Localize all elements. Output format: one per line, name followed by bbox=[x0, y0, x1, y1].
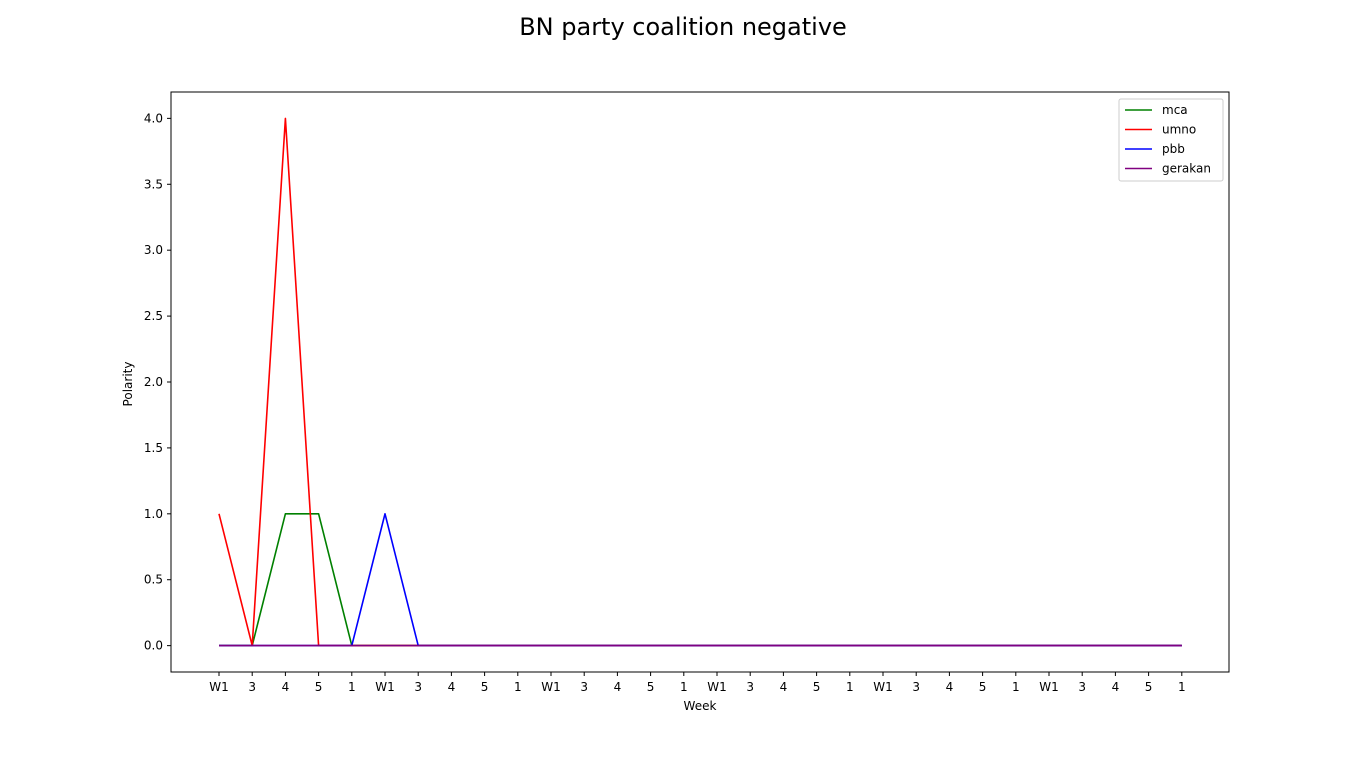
x-tick-label: W1 bbox=[375, 680, 395, 694]
legend-label-pbb: pbb bbox=[1162, 142, 1185, 156]
x-tick-label: 1 bbox=[514, 680, 522, 694]
y-tick-label: 4.0 bbox=[144, 111, 163, 125]
y-tick-label: 0.0 bbox=[144, 639, 163, 653]
y-tick-label: 2.0 bbox=[144, 375, 163, 389]
x-tick-label: 4 bbox=[282, 680, 290, 694]
x-tick-label: 3 bbox=[746, 680, 754, 694]
x-tick-label: 4 bbox=[946, 680, 954, 694]
legend-label-mca: mca bbox=[1162, 103, 1188, 117]
x-tick-label: 4 bbox=[1112, 680, 1120, 694]
series-line-umno bbox=[218, 117, 1182, 647]
y-tick-label: 3.0 bbox=[144, 243, 163, 257]
y-axis-label: Polarity bbox=[121, 362, 135, 407]
plot-frame bbox=[170, 91, 1230, 673]
legend-label-gerakan: gerakan bbox=[1162, 162, 1211, 176]
x-tick-label: 1 bbox=[1012, 680, 1020, 694]
x-tick-label: 3 bbox=[414, 680, 422, 694]
legend-label-umno: umno bbox=[1162, 123, 1196, 137]
x-tick-label: 3 bbox=[580, 680, 588, 694]
x-tick-label: 5 bbox=[315, 680, 323, 694]
x-tick-label: W1 bbox=[1039, 680, 1059, 694]
x-tick-label: 5 bbox=[1145, 680, 1153, 694]
x-tick-label: 3 bbox=[1078, 680, 1086, 694]
x-tick-label: 3 bbox=[912, 680, 920, 694]
y-tick-label: 1.5 bbox=[144, 441, 163, 455]
y-tick-label: 2.5 bbox=[144, 309, 163, 323]
x-tick-label: 1 bbox=[680, 680, 688, 694]
x-tick-label: W1 bbox=[541, 680, 561, 694]
x-tick-label: 4 bbox=[780, 680, 788, 694]
x-tick-label: 5 bbox=[813, 680, 821, 694]
legend-box bbox=[1118, 98, 1224, 182]
y-tick-label: 3.5 bbox=[144, 177, 163, 191]
x-axis-label: Week bbox=[684, 699, 717, 713]
x-tick-label: 3 bbox=[248, 680, 256, 694]
x-tick-label: 5 bbox=[481, 680, 489, 694]
x-tick-label: 1 bbox=[846, 680, 854, 694]
x-tick-label: 5 bbox=[647, 680, 655, 694]
chart-title: BN party coalition negative bbox=[519, 13, 847, 41]
x-tick-label: 5 bbox=[979, 680, 987, 694]
y-tick-label: 1.0 bbox=[144, 507, 163, 521]
y-tick-label: 0.5 bbox=[144, 573, 163, 587]
x-tick-label: W1 bbox=[707, 680, 727, 694]
x-tick-label: 4 bbox=[614, 680, 622, 694]
x-tick-label: 1 bbox=[348, 680, 356, 694]
series-line-pbb bbox=[219, 512, 1182, 647]
series-line-mca bbox=[219, 512, 1182, 647]
x-tick-label: W1 bbox=[873, 680, 893, 694]
x-tick-label: W1 bbox=[209, 680, 229, 694]
x-tick-label: 1 bbox=[1178, 680, 1186, 694]
x-tick-label: 4 bbox=[448, 680, 456, 694]
